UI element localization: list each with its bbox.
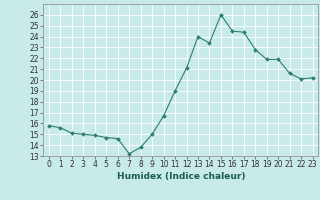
X-axis label: Humidex (Indice chaleur): Humidex (Indice chaleur)	[116, 172, 245, 181]
